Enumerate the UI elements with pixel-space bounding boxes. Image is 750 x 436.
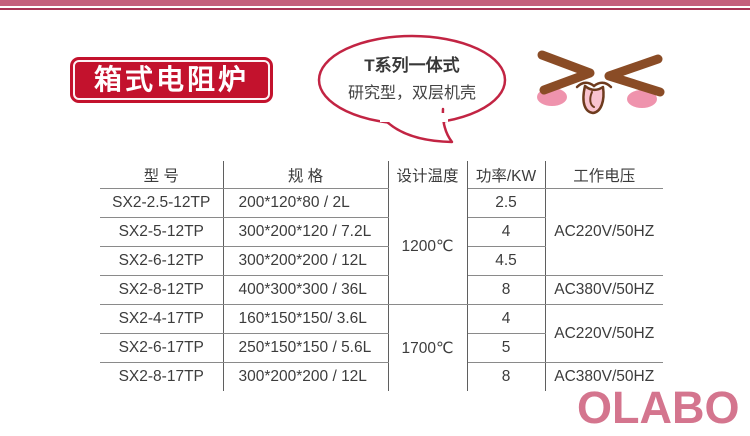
power-cell: 2.5 — [467, 188, 546, 218]
top-accent-bar — [0, 0, 750, 6]
table-row: SX2-8-12TP 400*300*300 / 36L 8 AC380V/50… — [100, 275, 663, 305]
power-cell: 4 — [467, 304, 546, 334]
speech-bubble — [317, 34, 507, 144]
voltage-cell: AC220V/50HZ — [545, 188, 663, 276]
bubble-text-line2: 研究型，双层机壳 — [347, 85, 476, 102]
voltage-cell: AC380V/50HZ — [554, 368, 655, 385]
model-cell: SX2-2.5-12TP — [100, 188, 224, 218]
tongue — [582, 84, 605, 115]
model-cell: SX2-8-17TP — [100, 362, 224, 391]
power-cell: 5 — [467, 333, 546, 363]
temp-cell: 1200℃ — [388, 188, 468, 305]
spec-cell: 400*300*300 / 36L — [223, 275, 389, 305]
spec-cell: 300*200*200 / 12L — [223, 246, 389, 276]
tongue-crease — [589, 91, 595, 108]
right-blush — [627, 90, 657, 108]
title-badge-border — [73, 60, 270, 100]
table-row: SX2-4-17TP 160*150*150/ 3.6L 1700℃ 4 AC2… — [100, 304, 663, 391]
spec-cell: 160*150*150/ 3.6L — [223, 304, 389, 334]
header-model: 型 号 — [100, 161, 224, 189]
model-cell: SX2-5-12TP — [100, 217, 224, 247]
power-cell: 4 — [467, 217, 546, 247]
spec-table: 型 号 规 格 设计温度 功率/KW 工作电压 SX2-2.5-12TP 200… — [100, 161, 663, 391]
table-row: SX2-6-12TP 300*200*200 / 12L 4.5 — [100, 246, 663, 276]
table-row: SX2-5-12TP 300*200*120 / 7.2L 4 — [100, 217, 663, 247]
spec-cell: 300*200*200 / 12L — [223, 362, 389, 391]
spec-cell: 200*120*80 / 2L — [223, 188, 389, 218]
power-cell: 4.5 — [467, 246, 546, 276]
spec-cell: 250*150*150 / 5.6L — [223, 333, 389, 363]
header-voltage: 工作电压 — [545, 161, 663, 189]
right-eye — [604, 54, 665, 97]
header-power: 功率/KW — [467, 161, 546, 189]
model-cell: SX2-6-17TP — [100, 333, 224, 363]
table-row: SX2-6-17TP 250*150*150 / 5.6L 5 — [100, 333, 663, 363]
mouth — [575, 81, 613, 89]
model-cell: SX2-4-17TP — [100, 304, 224, 334]
model-cell: SX2-6-12TP — [100, 246, 224, 276]
top-accent-line — [0, 8, 750, 10]
page-title: 箱式电阻炉 — [93, 64, 249, 95]
title-badge: 箱式电阻炉 — [70, 57, 273, 103]
power-cell: 8 — [467, 275, 546, 305]
voltage-cell: AC380V/50HZ — [545, 275, 663, 305]
spec-cell: 300*200*120 / 7.2L — [223, 217, 389, 247]
temp-cell: 1700℃ — [388, 304, 468, 391]
header-spec: 规 格 — [223, 161, 389, 189]
header-temp: 设计温度 — [388, 161, 468, 189]
model-cell: SX2-8-12TP — [100, 275, 224, 305]
left-eye — [537, 50, 595, 95]
tongue-out-face-icon — [537, 50, 665, 115]
power-cell: 8 — [467, 362, 546, 391]
table-row: SX2-8-17TP 300*200*200 / 12L 8 AC380V/50… — [100, 362, 663, 391]
table-header-row: 型 号 规 格 设计温度 功率/KW 工作电压 — [100, 161, 663, 189]
table-row: SX2-2.5-12TP 200*120*80 / 2L 1200℃ 2.5 A… — [100, 188, 663, 305]
voltage-cell: AC220V/50HZ — [545, 304, 663, 363]
olabo-logo: OLABO — [577, 382, 740, 433]
bubble-text-line1: T系列一体式 — [364, 56, 460, 75]
